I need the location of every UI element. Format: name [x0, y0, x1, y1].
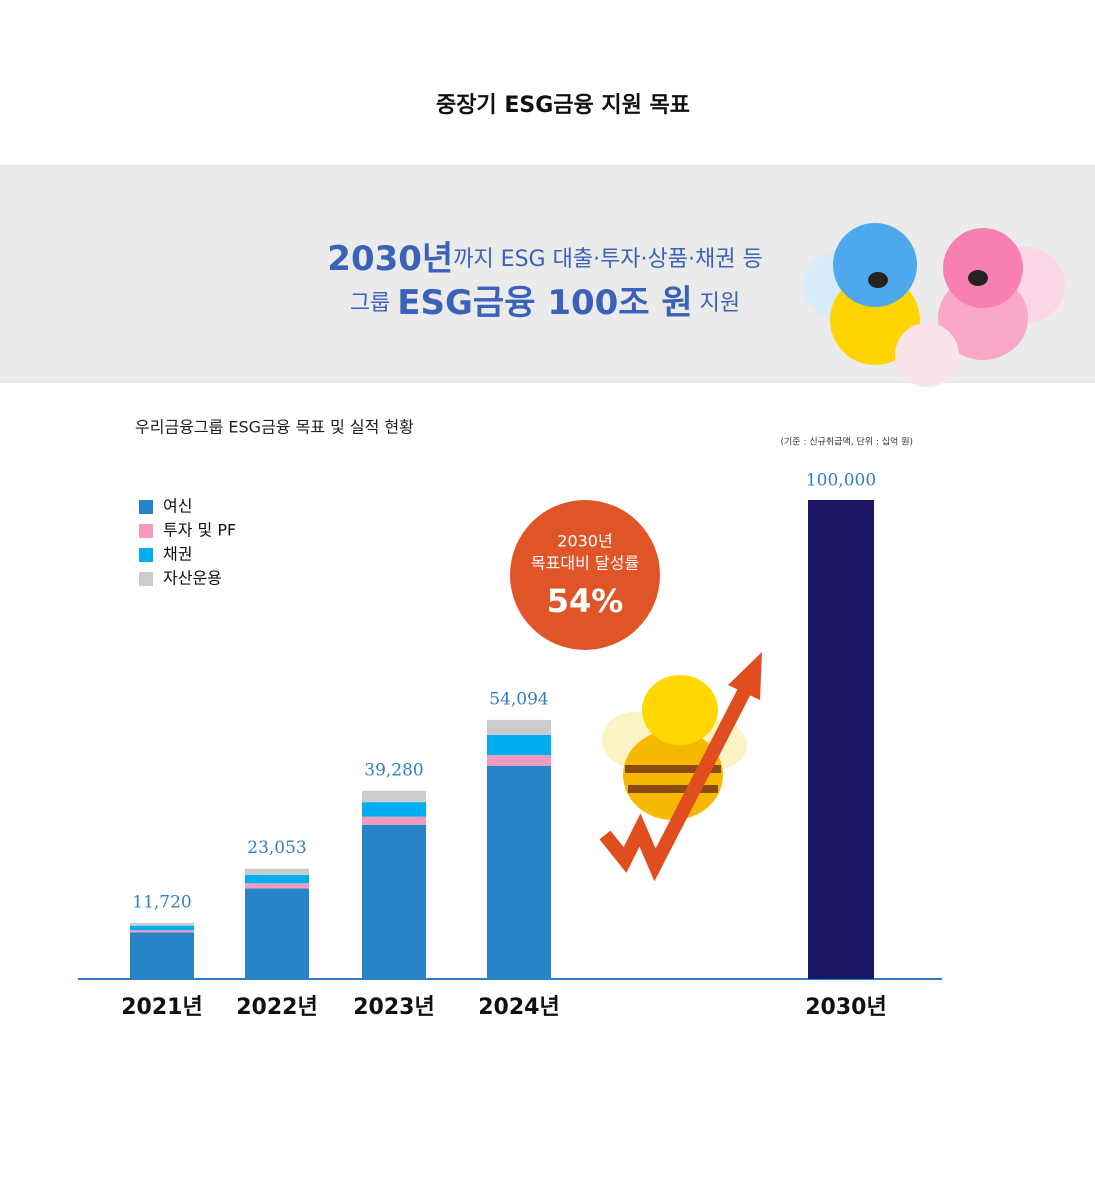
bar-segment: [362, 816, 426, 825]
badge: 2030년 목표대비 달성률 54%: [510, 500, 660, 650]
legend-swatch: [139, 524, 153, 538]
total-label: 54,094: [489, 689, 548, 709]
bar-segment: [487, 719, 551, 735]
bar-segment: [487, 755, 551, 766]
bar-segment: [245, 874, 309, 884]
total-label: 100,000: [806, 471, 876, 491]
bar-segment: [487, 765, 551, 979]
target-bar: [808, 500, 874, 979]
bar-segment: [130, 922, 194, 926]
banner-line2: 그룹 ESG금융 100조 원 지원: [350, 283, 740, 323]
badge-rate: 54%: [547, 582, 624, 620]
bar-segment: [130, 930, 194, 933]
chart-title: 우리금융그룹 ESG금융 목표 및 실적 현황: [135, 418, 414, 437]
banner-text: 지원: [693, 291, 740, 316]
chart-note: (기준 : 신규취급액, 단위 : 십억 원): [781, 436, 913, 448]
bar-segment: [245, 883, 309, 889]
mascots: [803, 223, 1065, 387]
x-tick-label: 2030년: [805, 995, 886, 1020]
bar-segment: [130, 925, 194, 931]
legend-swatch: [139, 572, 153, 586]
x-tick-label: 2023년: [353, 995, 434, 1020]
total-label: 23,053: [247, 838, 306, 858]
banner-emph: 2030년: [327, 239, 453, 279]
total-label: 39,280: [364, 760, 423, 780]
legend-label: 채권: [163, 545, 192, 564]
bar-segment: [245, 888, 309, 979]
bar-segment: [362, 790, 426, 803]
x-tick-label: 2022년: [236, 995, 317, 1020]
bar-segment: [362, 802, 426, 817]
bee-mascot: [599, 652, 762, 882]
bar-segment: [245, 868, 309, 875]
banner-line1: 2030년까지 ESG 대출·투자·상품·채권 등: [327, 239, 762, 279]
page-title: 중장기 ESG금융 지원 목표: [436, 93, 690, 118]
legend-swatch: [139, 548, 153, 562]
bar-segment: [130, 932, 194, 979]
legend-swatch: [139, 500, 153, 514]
x-tick-label: 2021년: [121, 995, 202, 1020]
badge-text: 목표대비 달성률: [531, 554, 639, 573]
banner-text: 까지 ESG 대출·투자·상품·채권 등: [453, 247, 763, 272]
banner-text: 그룹: [350, 291, 397, 316]
banner-emph: ESG금융 100조 원: [397, 283, 692, 323]
badge-text: 2030년: [557, 532, 612, 551]
x-tick-label: 2024년: [478, 995, 559, 1020]
bar-segment: [487, 734, 551, 756]
legend-label: 여신: [163, 497, 192, 516]
total-label: 11,720: [132, 892, 191, 912]
legend-label: 투자 및 PF: [163, 521, 236, 540]
badge-circle: [510, 500, 660, 650]
legend-label: 자산운용: [163, 569, 222, 588]
bar-segment: [362, 824, 426, 979]
